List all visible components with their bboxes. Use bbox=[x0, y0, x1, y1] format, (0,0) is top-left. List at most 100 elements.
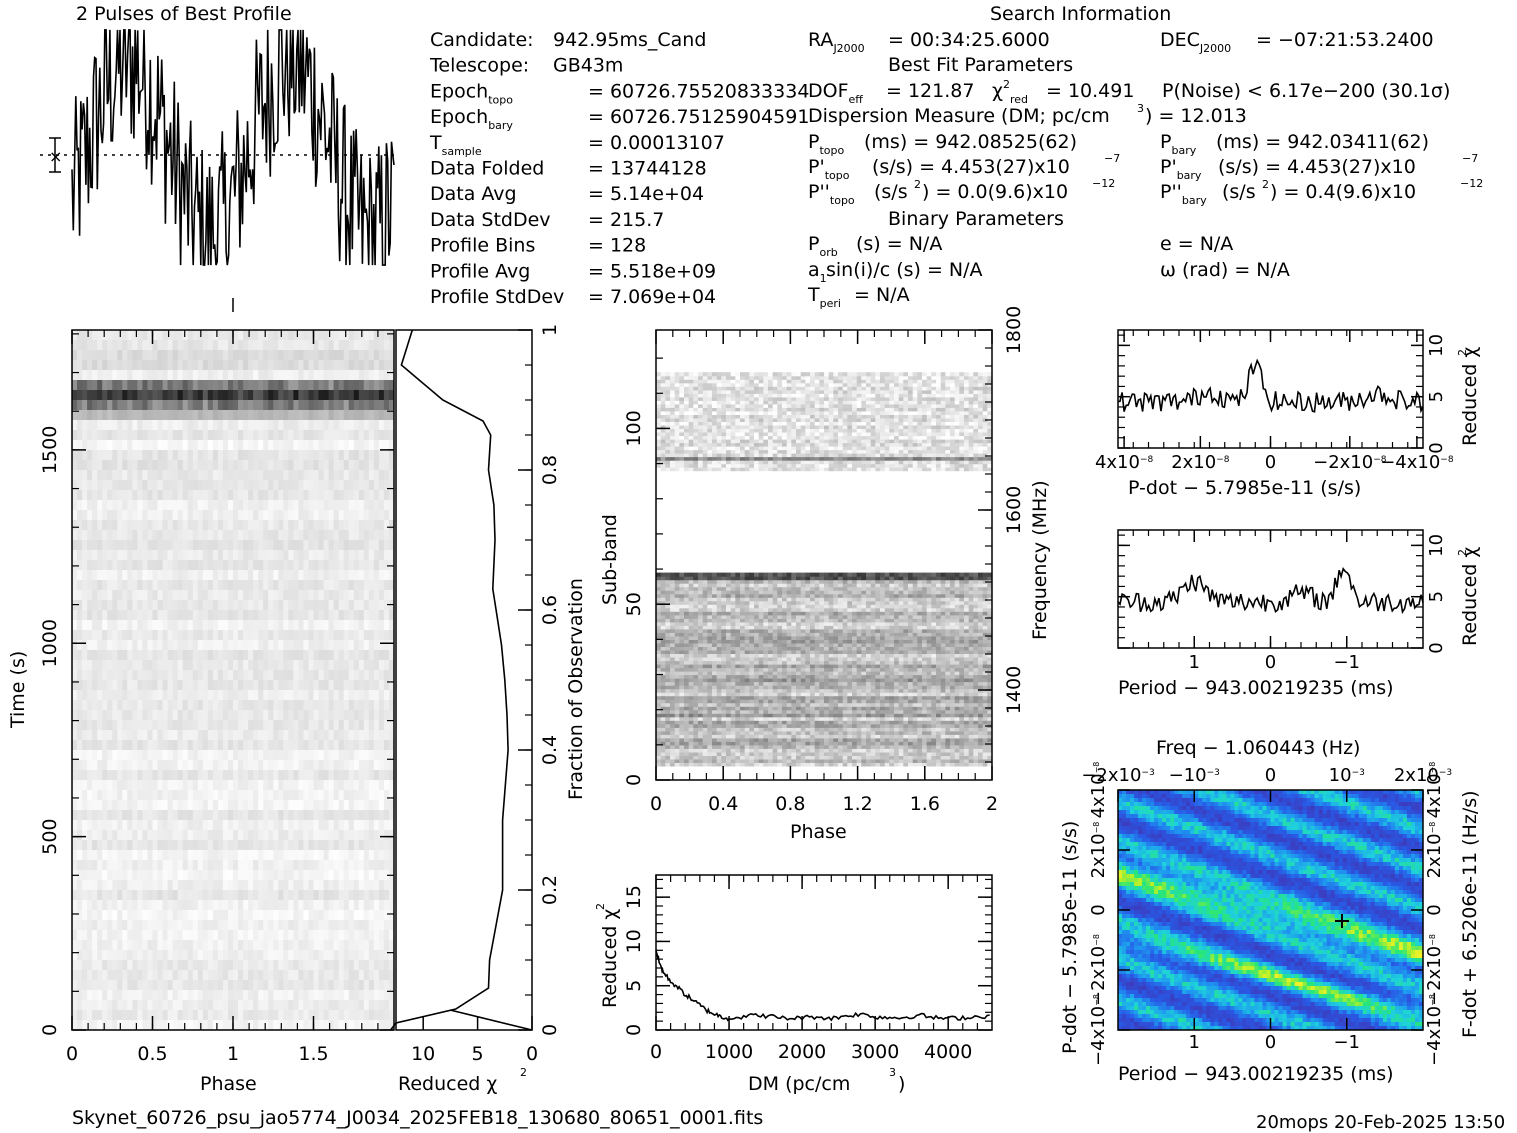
tp-cell bbox=[132, 800, 138, 811]
tp-cell bbox=[192, 730, 199, 741]
tp-cell bbox=[217, 790, 224, 801]
tp-cell bbox=[187, 660, 194, 671]
tp-cell bbox=[333, 480, 340, 491]
tp-cell bbox=[147, 480, 154, 491]
tp-cell bbox=[303, 850, 309, 861]
tp-cell bbox=[137, 820, 143, 831]
tp-cell bbox=[348, 940, 355, 951]
tp-cell bbox=[383, 600, 390, 611]
tp-cell bbox=[268, 670, 274, 681]
tp-cell bbox=[202, 540, 209, 551]
tp-cell bbox=[283, 790, 289, 801]
tp-cell bbox=[378, 750, 385, 761]
tp-cell bbox=[318, 490, 325, 501]
tp-cell bbox=[343, 860, 350, 871]
sb-cell bbox=[740, 758, 746, 763]
tp-cell bbox=[177, 870, 184, 881]
tp-cell bbox=[127, 390, 133, 401]
tp-cell bbox=[112, 750, 118, 761]
tp-cell bbox=[298, 530, 304, 541]
tp-cell bbox=[142, 610, 148, 621]
tp-cell bbox=[273, 720, 279, 731]
tp-cell bbox=[117, 790, 123, 801]
tp-cell bbox=[92, 480, 98, 491]
tp-cell bbox=[263, 960, 269, 971]
tp-cell bbox=[303, 780, 309, 791]
tp-cell bbox=[132, 850, 138, 861]
tp-cell bbox=[233, 420, 239, 431]
tp-cell bbox=[328, 930, 335, 941]
tp-cell bbox=[333, 500, 340, 511]
sb-cell bbox=[763, 758, 769, 763]
sb-cell bbox=[698, 758, 704, 763]
tp-cell bbox=[318, 380, 325, 391]
tp-cell bbox=[92, 720, 98, 731]
tp-cell bbox=[298, 940, 304, 951]
tp-cell bbox=[152, 700, 159, 711]
tp-cell bbox=[162, 740, 169, 751]
tp-cell bbox=[378, 670, 385, 681]
tp-cell bbox=[112, 700, 118, 711]
tp-cell bbox=[333, 340, 340, 351]
tp-cell bbox=[333, 690, 340, 701]
tp-cell bbox=[238, 620, 244, 631]
tp-cell bbox=[278, 950, 284, 961]
tp-cell bbox=[278, 600, 284, 611]
tp-cell bbox=[318, 650, 325, 661]
tp-cell bbox=[233, 650, 239, 661]
tp-cell bbox=[172, 970, 179, 981]
tp-cell bbox=[353, 770, 360, 781]
tp-cell bbox=[233, 610, 239, 621]
tp-cell bbox=[368, 760, 375, 771]
tp-cell bbox=[333, 920, 340, 931]
tp-cell bbox=[238, 890, 244, 901]
tp-cell bbox=[117, 710, 123, 721]
tp-cell bbox=[228, 610, 234, 621]
info-value: GB43m bbox=[553, 55, 623, 77]
tp-cell bbox=[112, 420, 118, 431]
sb-cell bbox=[824, 758, 830, 763]
tp-cell bbox=[87, 440, 93, 451]
tp-cell bbox=[167, 860, 174, 871]
tp-cell bbox=[268, 610, 274, 621]
tp-cell bbox=[97, 620, 103, 631]
tp-cell bbox=[323, 390, 330, 401]
tp-cell bbox=[162, 640, 169, 651]
sb-cell bbox=[861, 762, 867, 767]
sb-cell bbox=[950, 755, 956, 760]
tp-cell bbox=[107, 600, 113, 611]
tp-cell bbox=[212, 600, 219, 611]
tp-cell bbox=[278, 920, 284, 931]
tp-cell bbox=[187, 550, 194, 561]
tp-cell bbox=[147, 330, 154, 341]
tp-cell bbox=[373, 660, 380, 671]
tp-cell bbox=[187, 560, 194, 571]
tp-cell bbox=[177, 630, 184, 641]
tp-cell bbox=[308, 600, 315, 611]
tp-cell bbox=[308, 400, 315, 411]
tp-cell bbox=[263, 490, 269, 501]
tp-cell bbox=[389, 620, 394, 631]
tp-cell bbox=[152, 650, 159, 661]
tp-cell bbox=[147, 390, 154, 401]
tp-cell bbox=[353, 660, 360, 671]
tp-cell bbox=[228, 430, 234, 441]
tp-cell bbox=[233, 950, 239, 961]
tp-cell bbox=[308, 530, 315, 541]
tp-cell bbox=[389, 550, 394, 561]
tp-cell bbox=[102, 780, 108, 791]
tp-cell bbox=[348, 680, 355, 691]
tp-cell bbox=[182, 540, 189, 551]
tp-cell bbox=[132, 840, 138, 851]
tp-cell bbox=[353, 780, 360, 791]
tp-cell bbox=[263, 580, 269, 591]
sb-cell bbox=[698, 751, 704, 756]
tp-cell bbox=[162, 920, 169, 931]
tp-cell bbox=[278, 420, 284, 431]
tp-cell bbox=[72, 340, 78, 351]
tp-cell bbox=[97, 980, 103, 991]
tp-cell bbox=[92, 670, 98, 681]
tp-cell bbox=[343, 520, 350, 531]
tp-cell bbox=[358, 940, 365, 951]
sb-cell bbox=[898, 758, 904, 763]
